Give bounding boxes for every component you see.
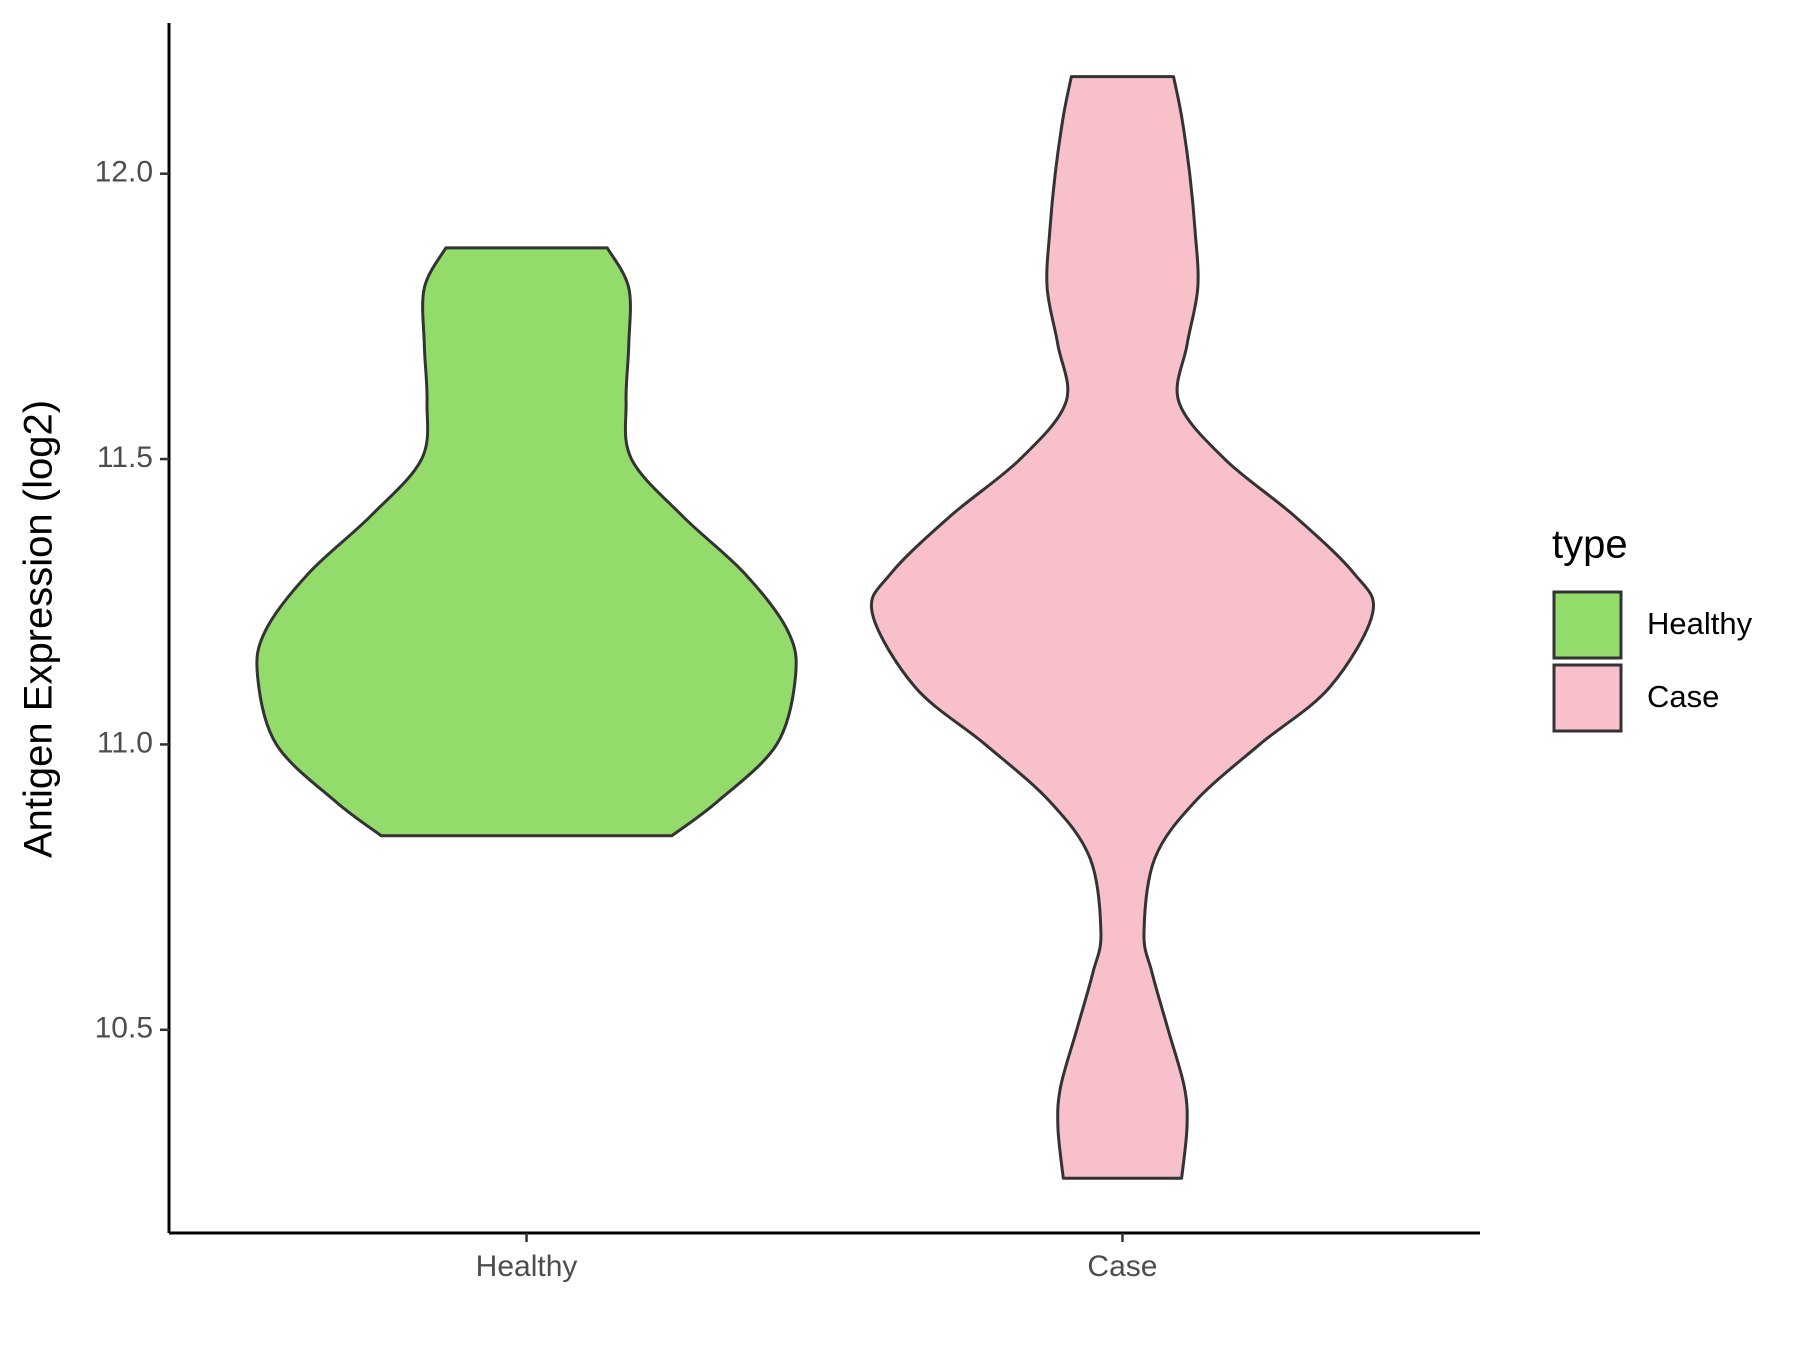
legend-key [1552, 590, 1623, 660]
y-tick-label: 12.0 [95, 156, 153, 189]
y-axis-label: Antigen Expression (log2) [17, 400, 61, 858]
y-tick-label: 10.5 [95, 1012, 153, 1045]
y-tick-label: 11.5 [97, 441, 153, 474]
legend-key [1552, 663, 1623, 733]
y-tick-label: 11.0 [97, 726, 153, 759]
legend-label: Case [1647, 679, 1719, 714]
x-tick-label: Healthy [476, 1250, 578, 1283]
violin [255, 246, 798, 838]
x-tick-label: Case [1087, 1250, 1157, 1283]
legend-title: type [1552, 523, 1628, 567]
violin [869, 75, 1376, 1180]
legend-label: Healthy [1647, 606, 1753, 641]
